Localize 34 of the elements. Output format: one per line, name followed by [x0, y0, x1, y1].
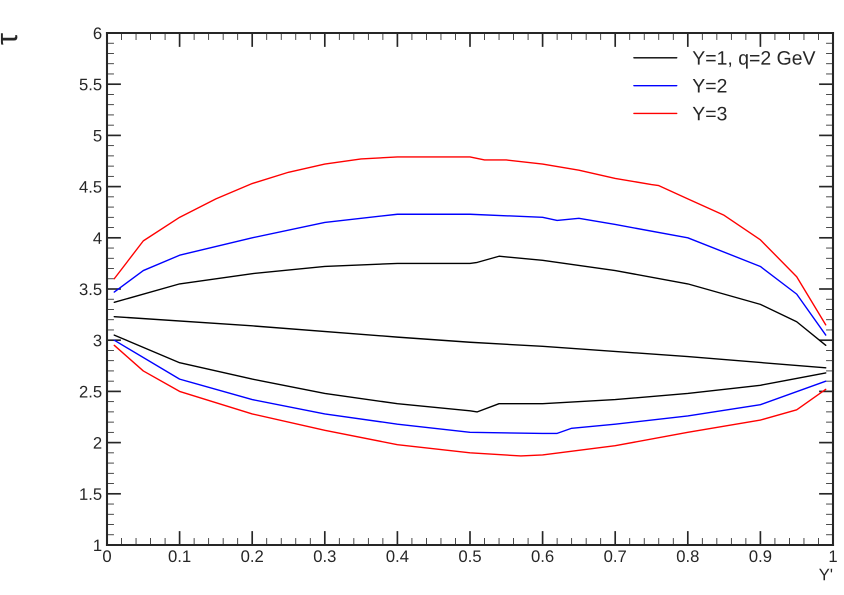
line-series — [114, 344, 826, 457]
x-tick-label: 0.9 — [749, 550, 772, 562]
line-series — [114, 256, 826, 346]
y-tick-label: 1.5 — [80, 488, 102, 500]
line-series — [114, 340, 826, 434]
y-tick-label: 4.5 — [79, 181, 102, 193]
y-tick-label: 3.5 — [80, 283, 102, 296]
y-tick-label: 6 — [94, 27, 102, 40]
x-tick-label: 0.5 — [459, 550, 481, 562]
x-tick-label: 0.2 — [241, 550, 263, 562]
x-tick-label: 0.4 — [386, 550, 408, 562]
line-series — [114, 156, 826, 326]
legend-label: Y=3 — [692, 106, 727, 120]
x-tick-label: 0.6 — [532, 550, 554, 562]
y-tick-label: 5 — [94, 130, 102, 142]
line-series — [114, 316, 826, 369]
x-tick-label: 0.7 — [604, 550, 626, 562]
line-series — [114, 334, 826, 413]
y-tick-label: 1 — [94, 540, 102, 552]
y-tick-label: 3 — [94, 334, 102, 346]
y-tick-label: 2.5 — [80, 386, 102, 398]
x-axis-title: Y' — [819, 568, 832, 580]
legend-label: Y=2 — [692, 78, 726, 92]
x-tick-label: 1 — [830, 550, 837, 562]
x-tick-label: 0.3 — [314, 550, 336, 562]
line-series — [114, 214, 826, 336]
x-tick-label: 0.8 — [676, 550, 699, 562]
x-tick-label: 0.1 — [168, 550, 190, 562]
y-tick-label: 4 — [93, 232, 102, 244]
y-axis-title: τ — [0, 33, 18, 45]
y-tick-label: 2 — [94, 437, 102, 449]
x-tick-label: 0 — [103, 550, 111, 562]
legend-label: Y=1, q=2 GeV — [692, 51, 816, 69]
y-tick-label: 5.5 — [80, 78, 102, 90]
